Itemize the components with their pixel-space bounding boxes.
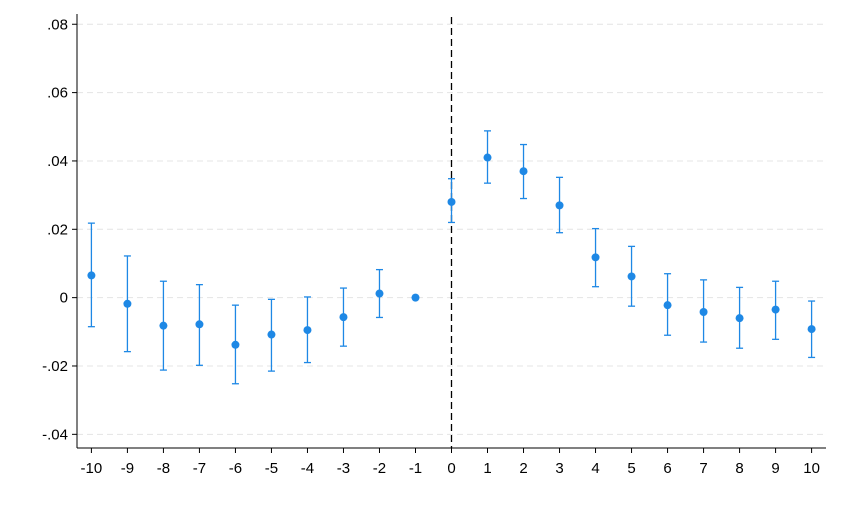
y-tick-label: .02	[47, 221, 68, 238]
estimate-point	[591, 253, 600, 262]
y-tick-label: .08	[47, 16, 68, 33]
x-tick-label: 1	[483, 460, 491, 477]
estimate-point	[231, 340, 240, 349]
x-tick-label: -5	[265, 460, 278, 477]
x-tick-label: 4	[591, 460, 599, 477]
x-tick-label: -1	[409, 460, 422, 477]
estimate-point	[771, 305, 780, 314]
estimate-point	[195, 320, 204, 329]
tick-labels: -.04-.020.02.04.06.08-10 -9 -8 -7 -6 -5 -4 -3 -2…	[42, 16, 820, 477]
estimate-point	[339, 313, 348, 322]
estimate-point	[807, 325, 816, 334]
y-tick-label: -.04	[42, 426, 68, 443]
y-tick-label: 0	[60, 290, 68, 307]
x-tick-label: -8	[157, 460, 170, 477]
x-tick-label: 3	[555, 460, 563, 477]
x-tick-label: -2	[373, 460, 386, 477]
estimate-point	[699, 307, 708, 316]
x-tick-label: 10	[803, 460, 820, 477]
x-tick-label: -7	[193, 460, 206, 477]
estimate-point	[123, 299, 132, 308]
x-tick-label: 0	[447, 460, 455, 477]
x-tick-label: 5	[627, 460, 635, 477]
estimate-point	[735, 314, 744, 323]
x-tick-label: -10	[81, 460, 103, 477]
estimate-point	[87, 271, 96, 280]
x-tick-label: 2	[519, 460, 527, 477]
estimate-point	[303, 326, 312, 335]
estimate-point	[627, 272, 636, 281]
x-tick-label: 6	[663, 460, 671, 477]
x-tick-label: -4	[301, 460, 314, 477]
estimate-point	[411, 293, 420, 302]
data-marks	[87, 130, 816, 385]
estimate-point	[555, 201, 564, 210]
y-tick-label: .04	[47, 153, 68, 170]
x-tick-label: -6	[229, 460, 242, 477]
x-tick-label: -3	[337, 460, 350, 477]
estimate-point	[483, 153, 492, 162]
y-tick-label: -.02	[42, 358, 68, 375]
estimate-point	[375, 289, 384, 298]
estimate-point	[159, 321, 168, 330]
x-tick-label: 7	[699, 460, 707, 477]
x-tick-label: -9	[121, 460, 134, 477]
estimate-point	[447, 197, 456, 206]
axes	[72, 14, 826, 453]
x-tick-label: 9	[771, 460, 779, 477]
estimate-point	[663, 301, 672, 310]
y-tick-label: .06	[47, 85, 68, 102]
estimate-point	[519, 167, 528, 176]
x-tick-label: 8	[735, 460, 743, 477]
estimate-point	[267, 330, 276, 339]
